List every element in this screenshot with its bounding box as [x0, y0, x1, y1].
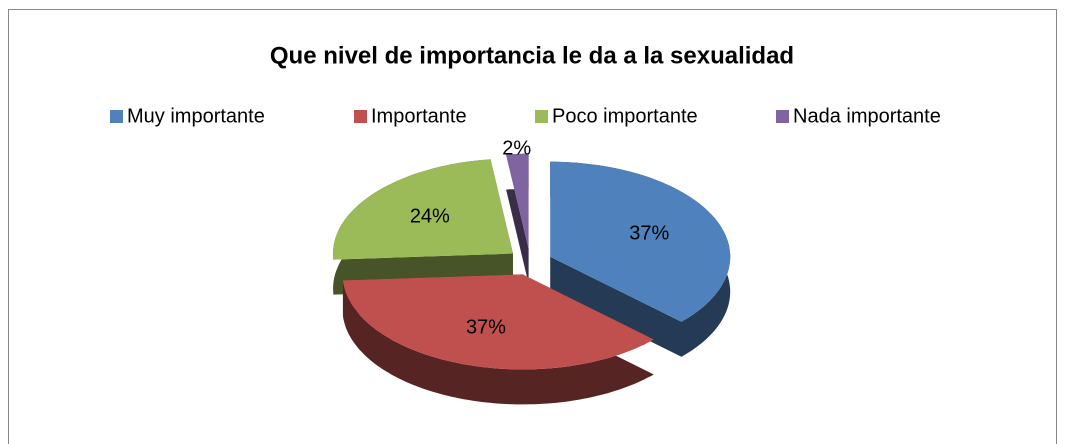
- slice: [333, 159, 513, 260]
- slice: [550, 161, 731, 322]
- chart-title: Que nivel de importancia le da a la sexu…: [270, 42, 794, 69]
- slice: [342, 274, 654, 370]
- legend-label: Poco importante: [552, 105, 698, 127]
- data-label: 2%: [502, 138, 531, 160]
- data-label: 37%: [466, 316, 506, 338]
- legend-swatch: [110, 110, 123, 123]
- data-label: 24%: [410, 206, 450, 228]
- legend-label: Importante: [371, 105, 467, 127]
- legend-label: Nada importante: [793, 105, 941, 127]
- legend-swatch: [535, 110, 548, 123]
- legend-swatch: [776, 110, 789, 123]
- slice: [506, 153, 529, 249]
- legend-swatch: [354, 110, 367, 123]
- legend-label: Muy importante: [127, 105, 265, 127]
- data-label: 37%: [629, 222, 669, 244]
